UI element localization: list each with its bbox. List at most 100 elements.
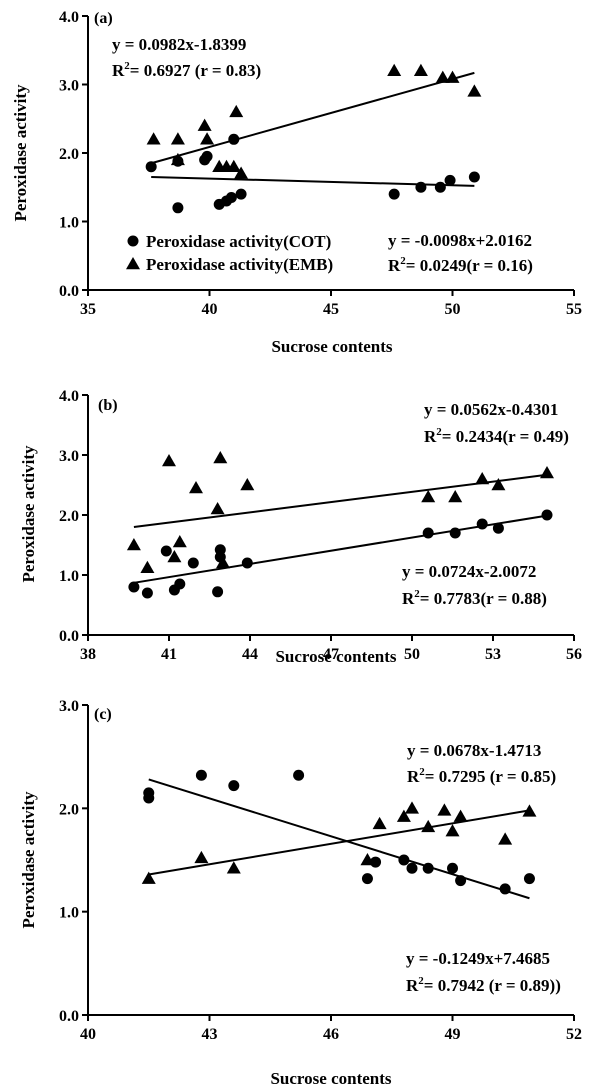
r-squared-label-superscript: 2 [414, 588, 420, 600]
r-squared-label: R2= 0.7295 (r = 0.85) [407, 766, 556, 786]
data-point-circle [228, 133, 240, 145]
legend-circle-marker [127, 235, 139, 247]
data-point-circle [361, 873, 373, 885]
data-point-triangle [234, 166, 249, 179]
data-point-circle [241, 557, 253, 569]
data-point-triangle [200, 132, 215, 145]
r-squared-label: R2= 0.0249(r = 0.16) [388, 255, 533, 275]
x-tick-label: 38 [80, 646, 96, 663]
x-tick-label: 40 [202, 301, 218, 318]
data-point-circle [172, 202, 184, 214]
y-tick-label: 2.0 [59, 508, 79, 525]
y-tick-label: 3.0 [59, 448, 79, 465]
x-tick-label: 52 [566, 1026, 582, 1043]
y-tick-label: 2.0 [59, 146, 79, 163]
data-point-triangle [213, 451, 228, 464]
x-tick-label: 45 [323, 301, 339, 318]
x-tick-label: 46 [323, 1026, 339, 1043]
r-squared-label-superscript: 2 [124, 60, 130, 72]
x-axis-label: Sucrose contents [271, 337, 392, 356]
data-point-circle [422, 527, 434, 539]
data-point-triangle [197, 118, 212, 131]
data-point-circle [406, 862, 418, 874]
r-squared-label-value: = 0.2434(r = 0.49) [442, 427, 569, 446]
data-point-triangle [435, 70, 450, 83]
data-point-circle [214, 544, 226, 556]
regression-line [148, 778, 530, 900]
data-point-triangle [194, 850, 209, 864]
regression-equation: y = -0.1249x+7.4685 [406, 949, 550, 968]
x-axis-label: Sucrose contents [275, 647, 396, 666]
x-tick-label: 53 [485, 646, 501, 663]
data-point-circle [449, 527, 461, 539]
data-point-circle [523, 873, 535, 885]
regression-equation: y = 0.0562x-0.4301 [424, 400, 558, 419]
data-point-circle [225, 192, 237, 204]
x-tick-label: 35 [80, 301, 96, 318]
regression-equation: y = 0.0982x-1.8399 [112, 35, 246, 54]
data-point-circle [415, 181, 427, 193]
r-squared-label-value: = 0.7942 (r = 0.89)) [424, 976, 561, 995]
regression-equation: y = 0.0724x-2.0072 [402, 562, 536, 581]
y-tick-label: 3.0 [59, 78, 79, 95]
data-point-circle [228, 780, 240, 792]
y-tick-label: 1.0 [59, 568, 79, 585]
r-squared-label-prefix: R [424, 427, 437, 446]
data-point-triangle [421, 819, 436, 833]
y-tick-label: 0.0 [59, 283, 79, 300]
r-squared-label: R2= 0.7942 (r = 0.89)) [406, 975, 561, 995]
data-point-circle [455, 875, 467, 887]
data-point-triangle [522, 804, 537, 817]
data-point-triangle [445, 824, 460, 837]
data-point-circle [141, 587, 153, 599]
data-point-triangle [475, 472, 490, 485]
y-tick-label: 4.0 [59, 9, 79, 26]
x-tick-label: 49 [445, 1026, 461, 1043]
y-axis-label: Peroxidase activity [19, 445, 38, 583]
y-tick-label: 1.0 [59, 905, 79, 922]
data-point-triangle [226, 861, 241, 874]
data-point-triangle [140, 560, 155, 574]
y-tick-label: 3.0 [59, 698, 79, 715]
r-squared-label: R2= 0.6927 (r = 0.83) [112, 60, 261, 80]
y-tick-label: 4.0 [59, 388, 79, 405]
data-point-circle [447, 862, 458, 874]
r-squared-label-value: = 0.7783(r = 0.88) [420, 589, 547, 608]
data-point-triangle [360, 853, 375, 866]
data-point-circle [398, 854, 410, 866]
y-axis-label: Peroxidase activity [19, 791, 38, 929]
data-point-circle [128, 581, 140, 593]
data-point-triangle [405, 801, 419, 814]
r-squared-label-prefix: R [388, 256, 401, 275]
chart-panel-b: 38 41 44 47 50 53 56 0.0 1.0 2.0 3.0 4.0 Sucrose con… [19, 388, 582, 666]
r-squared-label-value: = 0.6927 (r = 0.83) [130, 61, 261, 80]
data-point-triangle [498, 832, 513, 845]
data-point-triangle [445, 70, 460, 83]
data-point-triangle [172, 535, 187, 548]
data-point-circle [174, 578, 186, 590]
data-point-triangle [240, 478, 255, 491]
r-squared-label-prefix: R [406, 976, 419, 995]
x-tick-label: 41 [161, 646, 177, 663]
data-point-triangle [413, 63, 428, 77]
data-point-triangle [387, 63, 402, 77]
data-point-circle [476, 518, 488, 530]
x-tick-label: 44 [242, 646, 258, 663]
legend-label: Peroxidase activity(COT) [146, 232, 331, 251]
x-tick-label: 50 [445, 301, 461, 318]
data-point-triangle [141, 871, 156, 884]
data-point-triangle [167, 550, 182, 563]
r-squared-label: R2= 0.7783(r = 0.88) [402, 588, 547, 608]
data-point-triangle [421, 490, 436, 503]
data-point-triangle [210, 502, 225, 515]
chart-panel-c: 40 43 46 49 52 0.0 1.0 2.0 3.0 Sucrose contents Pe… [19, 698, 582, 1088]
regression-line [151, 175, 475, 187]
data-point-triangle [491, 478, 506, 491]
r-squared-label-superscript: 2 [418, 975, 424, 987]
data-point-triangle [437, 803, 452, 816]
data-point-circle [143, 787, 155, 799]
r-squared-label-superscript: 2 [419, 766, 425, 778]
r-squared-label: R2= 0.2434(r = 0.49) [424, 426, 569, 446]
y-axis-label: Peroxidase activity [11, 84, 30, 222]
